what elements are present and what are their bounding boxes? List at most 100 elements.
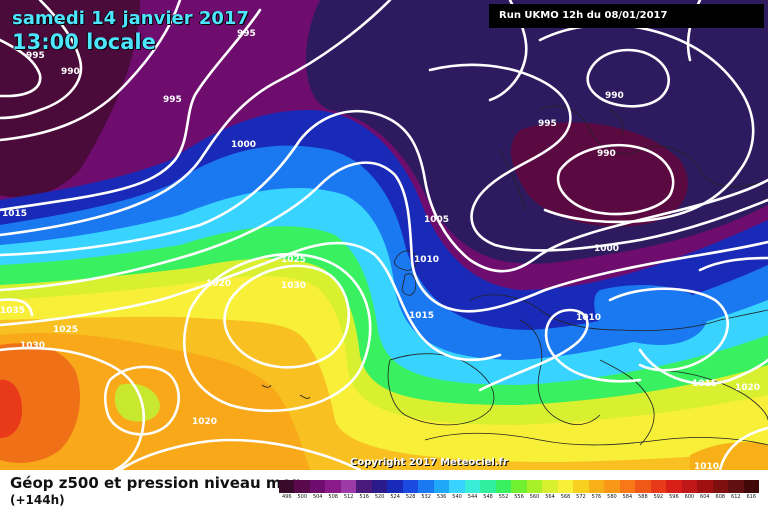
scale-swatch [588, 480, 605, 493]
isobar-label: 1005 [424, 215, 449, 225]
scale-value-label: 568 [560, 494, 571, 500]
scale-value-label: 556 [514, 494, 524, 500]
scale-value-label: 572 [576, 494, 586, 500]
scale-swatch [743, 480, 760, 493]
scale-value-label: 564 [545, 494, 555, 500]
scale-swatch [340, 480, 357, 493]
isobar-label: 1010 [414, 255, 439, 265]
isobar-label: 1010 [576, 313, 601, 323]
isobar-label: 995 [163, 95, 182, 105]
isobar-line [478, 308, 642, 392]
scale-swatch [557, 480, 574, 493]
scale-value-label: 548 [483, 494, 493, 500]
isobar-label: 1030 [20, 341, 45, 351]
isobar-label: 1030 [281, 281, 306, 291]
isobar-label: 1025 [281, 255, 306, 265]
field-high-yellowgreen [114, 383, 160, 422]
isobar-line [0, 161, 768, 313]
isobar-label: 990 [605, 91, 624, 101]
isobar-line [556, 143, 675, 216]
scale-value-label: 540 [452, 494, 462, 500]
field-band-darkorange [0, 343, 80, 463]
color-scale-labels: 496 500 504 508 512 516 520 524 528 532 536 540 544 5… [279, 494, 759, 500]
scale-value-label: 508 [328, 494, 338, 500]
isobar-line [182, 252, 372, 413]
scale-value-label: 528 [405, 494, 416, 500]
scale-swatch [294, 480, 310, 493]
isobar-line [223, 264, 350, 369]
scale-swatch [464, 480, 481, 493]
field-high-red [0, 379, 22, 438]
isobar-line [0, 109, 768, 273]
scale-value-label: 616 [746, 494, 757, 500]
scale-value-label: 600 [684, 494, 695, 500]
isobar-line [118, 438, 362, 470]
forecast-time: 13:00 locale [12, 30, 156, 54]
isobar-line [0, 0, 392, 237]
isobar-label: 1020 [206, 279, 231, 289]
isobar-line [638, 348, 768, 386]
isobar-line [0, 298, 34, 317]
scale-value-label: 504 [312, 494, 323, 500]
isobar-line [0, 346, 145, 470]
scale-value-label: 592 [653, 494, 664, 500]
isobar-line [428, 63, 768, 252]
scale-value-label: 580 [607, 494, 617, 500]
isobar-label: 1025 [53, 325, 78, 335]
scale-swatch [449, 480, 465, 493]
scale-value-label: 516 [359, 494, 369, 500]
scale-swatch [526, 480, 543, 493]
isobar-label: 1000 [231, 140, 256, 150]
scale-swatch [325, 480, 341, 493]
scale-swatch [387, 480, 403, 493]
scale-value-label: 552 [498, 494, 509, 500]
isobar-label: 1035 [0, 306, 25, 316]
scale-value-label: 560 [529, 494, 540, 500]
isobar-label: 990 [61, 67, 80, 77]
scale-value-label: 524 [390, 494, 400, 500]
scale-swatch [635, 480, 651, 493]
coastlines [261, 105, 768, 446]
scale-swatch [604, 480, 620, 493]
copyright: Copyright 2017 Meteociel.fr [350, 457, 508, 468]
isobar-label: 1010 [694, 462, 719, 470]
scale-swatch [480, 480, 496, 493]
scale-swatch [279, 480, 295, 493]
weather-map: 995 990 995 1000 995 990 995 990 1000 10… [0, 0, 768, 470]
isobar-label: 995 [237, 29, 256, 39]
isobar-label: 995 [538, 119, 557, 129]
scale-swatch [697, 480, 713, 493]
scale-value-label: 596 [669, 494, 679, 500]
scale-swatch [728, 480, 744, 493]
isobar-line [0, 241, 502, 362]
scale-swatch [433, 480, 450, 493]
scale-value-label: 588 [638, 494, 648, 500]
isobar-line [0, 8, 262, 212]
legend-subtitle: (+144h) [10, 493, 65, 507]
scale-swatch [309, 480, 326, 493]
scale-swatch [542, 480, 558, 493]
isobar-label: 990 [597, 149, 616, 159]
isobar-line [0, 0, 182, 142]
scale-value-label: 584 [622, 494, 633, 500]
isobar-label: 1015 [409, 311, 434, 321]
isobar-labels: 995 990 995 1000 995 990 995 990 1000 10… [0, 29, 760, 470]
scale-value-label: 520 [374, 494, 385, 500]
isobar-label: 1020 [735, 383, 760, 393]
scale-value-label: 496 [281, 494, 292, 500]
run-info: Run UKMO 12h du 08/01/2017 [489, 4, 764, 28]
isobar-line [608, 287, 730, 372]
isobar-line [0, 38, 42, 98]
color-scale: 496 500 504 508 512 516 520 524 528 532 536 540 544 5… [279, 480, 760, 504]
scale-swatch [666, 480, 682, 493]
field-band-gold-se [690, 442, 768, 470]
scale-swatch [418, 480, 434, 493]
scale-swatch [402, 480, 419, 493]
isobar-line [0, 0, 83, 120]
isobar-line [718, 426, 768, 470]
scale-swatch [573, 480, 589, 493]
scale-value-label: 604 [700, 494, 710, 500]
color-scale-swatches [279, 480, 760, 493]
scale-value-label: 612 [731, 494, 741, 500]
